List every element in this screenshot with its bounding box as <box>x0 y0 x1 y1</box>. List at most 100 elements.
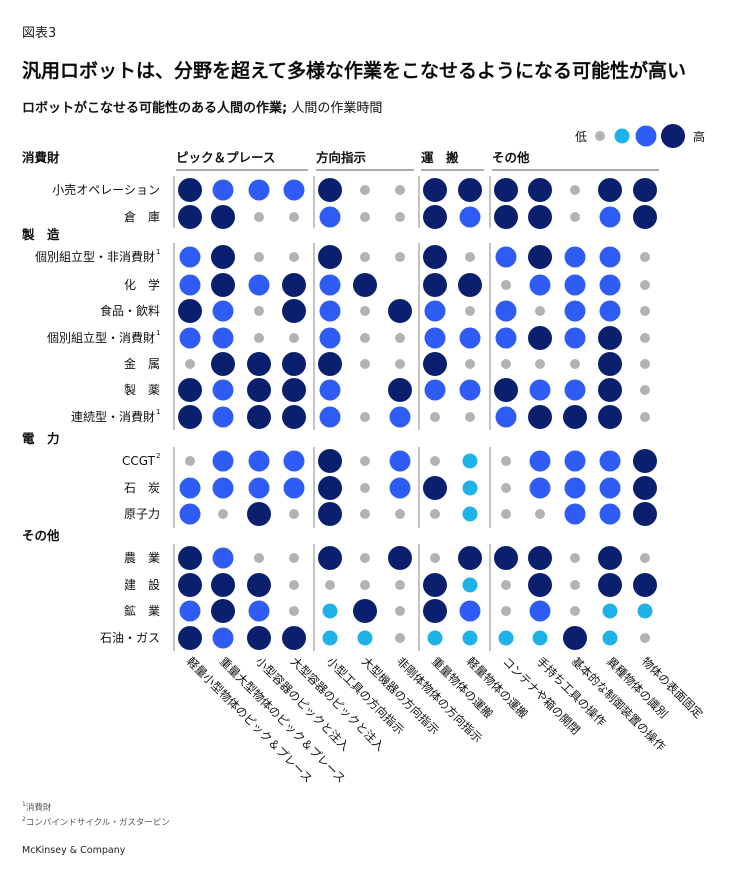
heatmap-dot <box>570 212 580 222</box>
row-label: 倉 庫 <box>124 209 160 224</box>
heatmap-dot <box>458 546 482 570</box>
heatmap-dot <box>247 352 271 376</box>
heatmap-dot <box>289 606 299 616</box>
heatmap-dot <box>178 205 202 229</box>
heatmap-dot <box>637 603 653 619</box>
row-label: 農 業 <box>124 551 160 565</box>
heatmap-dot <box>529 600 551 622</box>
heatmap-dot <box>501 580 511 590</box>
heatmap-dot <box>282 405 306 429</box>
heatmap-dot <box>360 456 370 466</box>
heatmap-dot <box>318 546 342 570</box>
heatmap-dot <box>564 300 586 322</box>
heatmap-dot <box>178 299 202 323</box>
heatmap-dot <box>462 630 478 646</box>
heatmap-dot <box>462 577 478 593</box>
heatmap-dot <box>532 630 548 646</box>
heatmap-dot <box>395 185 405 195</box>
heatmap-dot <box>528 245 552 269</box>
heatmap-dot <box>599 477 621 499</box>
heatmap-dot <box>212 179 234 201</box>
heatmap-dot <box>459 600 481 622</box>
heatmap-dot <box>360 359 370 369</box>
heatmap-dot <box>599 300 621 322</box>
heatmap-dot <box>564 450 586 472</box>
heatmap-dot <box>179 274 201 296</box>
heatmap-dot <box>462 506 478 522</box>
heatmap-dot <box>388 299 412 323</box>
footnote-1: 1消費財 <box>22 799 170 814</box>
heatmap-dot <box>248 450 270 472</box>
heatmap-dot <box>570 580 580 590</box>
row-group-label: 消費財 <box>22 150 60 165</box>
row-label: 石油・ガス <box>100 631 160 645</box>
heatmap-dot <box>283 179 305 201</box>
chart-title: 汎用ロボットは、分野を超えて多様な作業をこなせるようになる可能性が高い <box>22 60 687 82</box>
heatmap-dot <box>633 573 657 597</box>
heatmap-dot <box>178 378 202 402</box>
heatmap-dot <box>535 509 545 519</box>
heatmap-dot <box>247 502 271 526</box>
heatmap-dot <box>179 327 201 349</box>
heatmap-dot <box>458 273 482 297</box>
heatmap-dot <box>430 412 440 422</box>
footnote-mark-2: 2 <box>22 815 26 823</box>
heatmap-dot <box>318 178 342 202</box>
heatmap-dot <box>319 327 341 349</box>
heatmap-dot <box>318 502 342 526</box>
heatmap-dot <box>529 274 551 296</box>
heatmap-dot <box>178 626 202 650</box>
row-label: 食品・飲料 <box>100 303 160 318</box>
heatmap-dot <box>357 630 373 646</box>
heatmap-dot <box>465 252 475 262</box>
heatmap-dot <box>248 600 270 622</box>
heatmap-dot <box>254 553 264 563</box>
row-label: 個別組立型・非消費財 <box>35 249 155 264</box>
heatmap-dot <box>529 450 551 472</box>
heatmap-dot <box>283 450 305 472</box>
heatmap-dot <box>640 280 650 290</box>
heatmap-dot <box>289 212 299 222</box>
heatmap-dot <box>528 205 552 229</box>
heatmap-dot <box>458 178 482 202</box>
heatmap-dot <box>640 385 650 395</box>
heatmap-dot <box>289 580 299 590</box>
heatmap-dot <box>212 477 234 499</box>
heatmap-dot <box>501 606 511 616</box>
heatmap-dot <box>423 178 447 202</box>
heatmap-dot <box>423 245 447 269</box>
heatmap-dot <box>495 246 517 268</box>
heatmap-dot <box>430 553 440 563</box>
heatmap-dot <box>211 205 235 229</box>
heatmap-dot <box>564 246 586 268</box>
heatmap-dot <box>564 477 586 499</box>
heatmap-dot <box>282 299 306 323</box>
heatmap-dot <box>494 378 518 402</box>
heatmap-dot <box>178 178 202 202</box>
heatmap-dot <box>633 476 657 500</box>
heatmap-dot <box>289 509 299 519</box>
row-group-label: 製 造 <box>21 227 60 242</box>
heatmap-dot <box>529 477 551 499</box>
heatmap-dot <box>640 412 650 422</box>
heatmap-dot <box>360 483 370 493</box>
heatmap-dot <box>564 327 586 349</box>
heatmap-dot <box>185 359 195 369</box>
heatmap-dot <box>360 412 370 422</box>
heatmap-dot <box>563 626 587 650</box>
heatmap-dot <box>465 412 475 422</box>
heatmap-dot <box>495 300 517 322</box>
heatmap-dot <box>570 359 580 369</box>
heatmap-dot <box>360 553 370 563</box>
heatmap-dot <box>212 627 234 649</box>
chart-subtitle: ロボットがこなせる可能性のある人間の作業; 人間の作業時間 <box>22 97 382 116</box>
heatmap-dot <box>319 379 341 401</box>
heatmap-dot <box>424 379 446 401</box>
heatmap-dot <box>353 273 377 297</box>
heatmap-dot <box>598 546 622 570</box>
heatmap-dot <box>319 274 341 296</box>
heatmap-dot <box>599 206 621 228</box>
column-label: 重量物体の運搬 <box>429 654 496 721</box>
heatmap-dot <box>395 359 405 369</box>
legend-low-label: 低 <box>575 130 587 144</box>
